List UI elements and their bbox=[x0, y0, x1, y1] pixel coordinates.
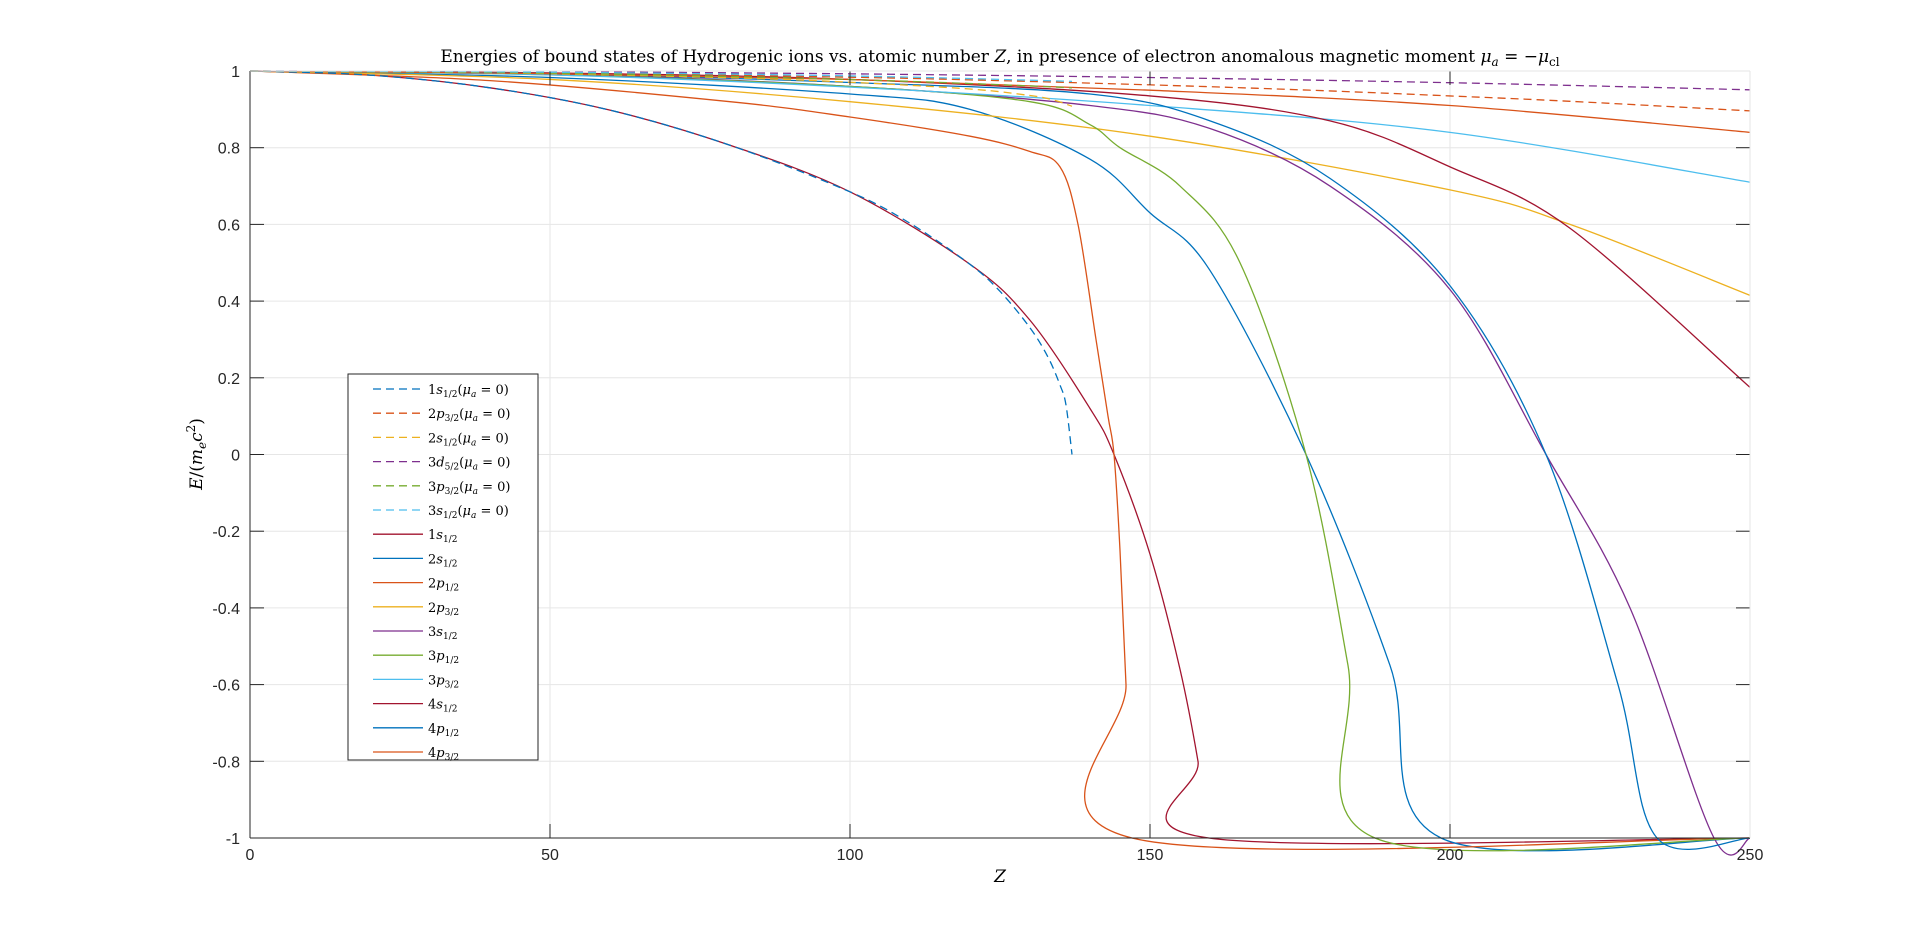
legend-label-6: 1s1/2 bbox=[428, 528, 457, 545]
series-line-7 bbox=[249, 70, 1751, 852]
legend-label-15: 4p3/2 bbox=[428, 746, 459, 763]
y-tick-label: -0.8 bbox=[212, 754, 240, 771]
x-axis-label: Z bbox=[993, 867, 1007, 887]
x-tick-label: 0 bbox=[246, 847, 255, 864]
legend-label-2: 2s1/2(μa = 0) bbox=[428, 431, 509, 448]
y-tick-label: -0.4 bbox=[212, 601, 240, 618]
y-tick-label: -0.2 bbox=[212, 524, 240, 541]
series-line-8 bbox=[249, 70, 1751, 851]
series-line-4 bbox=[249, 70, 1073, 89]
legend-label-3: 3d5/2(μa = 0) bbox=[428, 456, 511, 473]
y-tick-label: 0.8 bbox=[218, 141, 240, 158]
series-line-3 bbox=[249, 70, 1751, 91]
legend: 1s1/2(μa = 0) 2p3/2(μa = 0) 2s1/2(μa = 0) 3… bbox=[347, 373, 539, 763]
x-tick-label: 50 bbox=[541, 847, 559, 864]
axes bbox=[249, 70, 1751, 839]
legend-label-14: 4p1/2 bbox=[428, 722, 459, 739]
legend-label-1: 2p3/2(μa = 0) bbox=[428, 407, 511, 424]
legend-label-13: 4s1/2 bbox=[428, 698, 457, 715]
y-tick-label: 1 bbox=[231, 64, 240, 81]
legend-label-7: 2s1/2 bbox=[428, 552, 457, 569]
chart-title: Energies of bound states of Hydrogenic i… bbox=[440, 47, 1559, 69]
series-line-5 bbox=[249, 70, 1073, 82]
legend-label-8: 2p1/2 bbox=[428, 577, 459, 594]
x-tick-label: 250 bbox=[1737, 847, 1764, 864]
legend-label-9: 2p3/2 bbox=[428, 601, 459, 618]
series-line-12 bbox=[249, 70, 1751, 183]
x-tick-label: 100 bbox=[837, 847, 864, 864]
legend-label-4: 3p3/2(μa = 0) bbox=[428, 480, 511, 497]
series-line-15 bbox=[249, 70, 1751, 134]
legend-label-5: 3s1/2(μa = 0) bbox=[428, 504, 509, 521]
series-layer bbox=[249, 70, 1751, 856]
legend-label-11: 3p1/2 bbox=[428, 649, 459, 666]
y-tick-label: -0.6 bbox=[212, 678, 240, 695]
y-axis-label: E/(mec2) bbox=[184, 418, 209, 491]
y-tick-label: 0.2 bbox=[218, 371, 240, 388]
legend-label-10: 3s1/2 bbox=[428, 625, 457, 642]
x-tick-label: 200 bbox=[1437, 847, 1464, 864]
y-tick-label: 0.4 bbox=[218, 294, 240, 311]
legend-box bbox=[347, 373, 539, 761]
legend-label-12: 3p3/2 bbox=[428, 673, 459, 690]
series-line-9 bbox=[249, 70, 1751, 296]
series-line-0 bbox=[249, 70, 1073, 455]
y-tick-label: 0.6 bbox=[218, 217, 240, 234]
tick-labels: 0 50 100 150 200 250 -1 -0.8 -0.6 -0.4 -0.2 0 0.2 0.4… bbox=[212, 64, 1763, 864]
legend-label-0: 1s1/2(μa = 0) bbox=[428, 383, 509, 400]
x-tick-label: 150 bbox=[1137, 847, 1164, 864]
y-tick-label: 0 bbox=[231, 448, 240, 465]
y-tick-label: -1 bbox=[226, 831, 240, 848]
